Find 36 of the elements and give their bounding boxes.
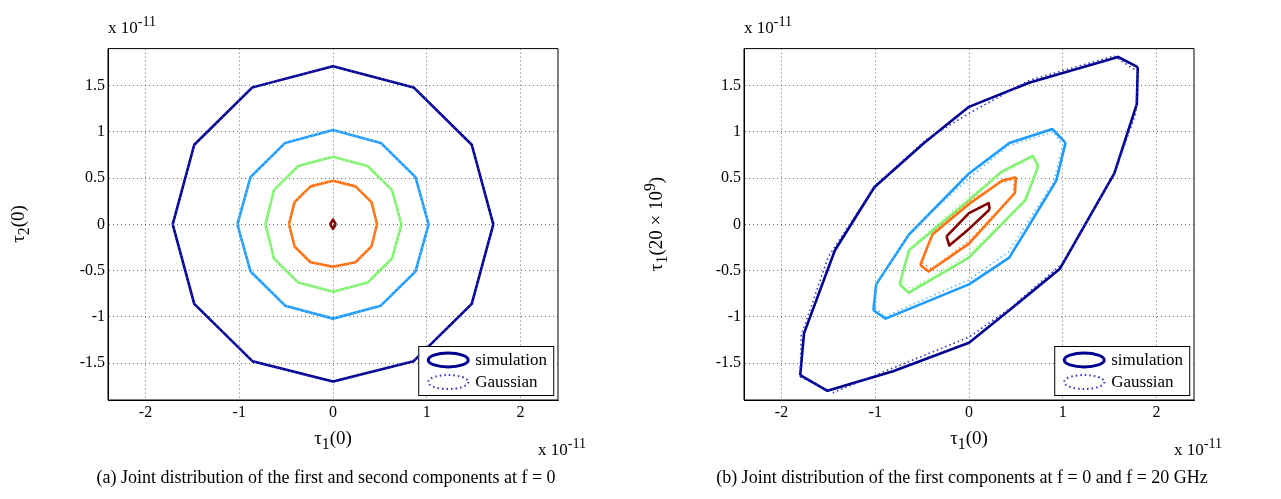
text: x 10$^{-11}$ (538, 435, 587, 459)
y-tick-label: -1.5 (715, 353, 741, 371)
y-tick-label: 1.5 (721, 75, 741, 93)
y-tick-label: 0 (97, 214, 105, 232)
x-tick-label: -1 (232, 402, 246, 420)
x-axis-title: τ$_{1}$(0) (314, 427, 352, 452)
y-tick-label: -0.5 (715, 260, 741, 278)
y-tick-label: -1.5 (79, 353, 105, 371)
text: x 10$^{-11}$ (108, 13, 157, 37)
text: (a) Joint distribution of the first and second components at f = 0 (96, 467, 556, 487)
x-tick-label: -2 (138, 402, 153, 420)
x-tick-label: 0 (329, 402, 337, 420)
x-axis-title: τ$_{1}$(0) (950, 427, 988, 452)
text: (b) Joint distribution of the first components at f = 0 and f = 20 GHz (716, 467, 1208, 487)
x-tick-label: 0 (965, 402, 973, 420)
legend-label: simulation (1111, 350, 1183, 370)
y-tick-label: -1 (91, 306, 105, 324)
x-tick-label: 2 (1152, 402, 1161, 420)
x-tick-label: -1 (868, 402, 882, 420)
text: x 10$^{-11}$ (744, 13, 793, 37)
y-tick-label: 1 (733, 122, 741, 140)
x-tick-label: 2 (516, 402, 525, 420)
y-tick-label: -1 (727, 306, 741, 324)
y-tick-label: 0.5 (721, 168, 741, 186)
x-tick-label: 1 (422, 402, 431, 420)
y-tick-label: -0.5 (79, 260, 105, 278)
x-tick-label: -2 (774, 402, 789, 420)
y-tick-label: 1 (97, 122, 105, 140)
text: x 10$^{-11}$ (1174, 435, 1223, 459)
legend-label: Gaussian (475, 372, 538, 392)
y-tick-label: 1.5 (85, 75, 105, 93)
x-tick-label: 1 (1058, 402, 1067, 420)
y-tick-label: 0 (733, 214, 741, 232)
legend-label: simulation (475, 350, 547, 370)
y-tick-label: 0.5 (85, 168, 105, 186)
legend-label: Gaussian (1111, 372, 1174, 392)
